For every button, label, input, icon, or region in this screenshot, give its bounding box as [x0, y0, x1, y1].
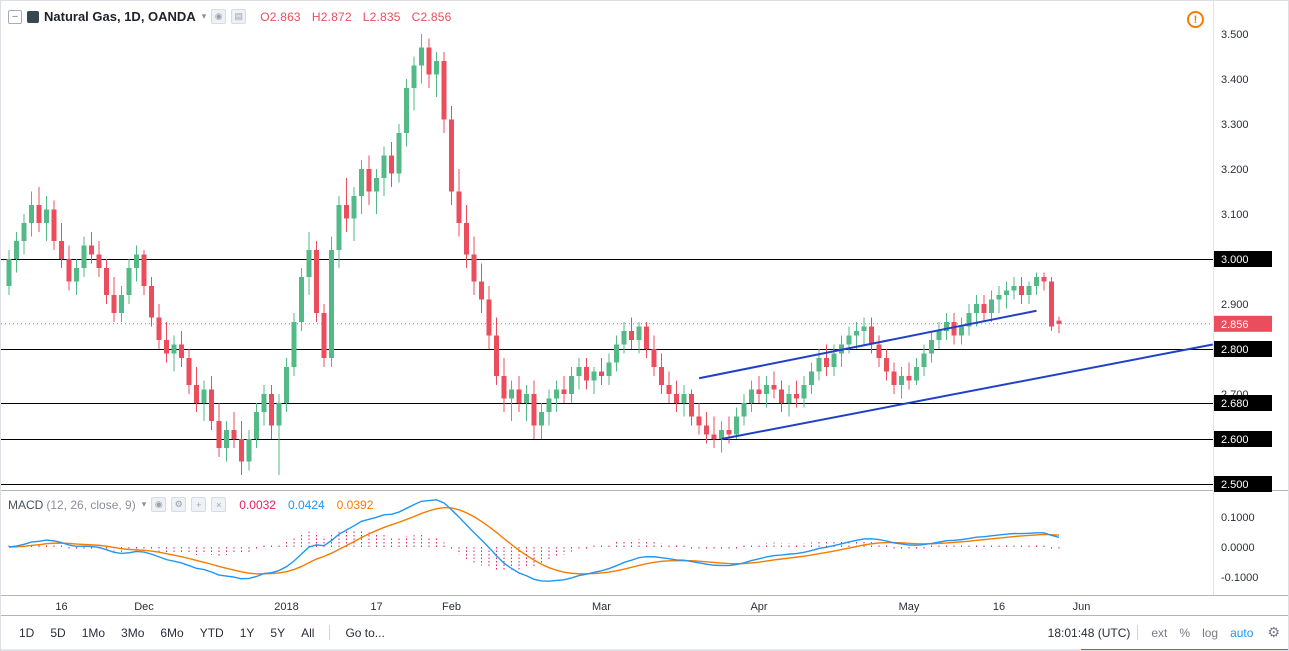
auto-scale-button[interactable]: auto — [1224, 621, 1259, 645]
time-tick-label: 17 — [370, 601, 382, 613]
bottom-toolbar: 1D 5D 1Mo 3Mo 6Mo YTD 1Y 5Y All Go to... 18:01:4… — [1, 616, 1288, 649]
time-tick-label: Jun — [1073, 601, 1091, 613]
close-icon[interactable]: × — [211, 497, 227, 512]
range-button-1y[interactable]: 1Y — [232, 621, 263, 645]
settings-icon[interactable]: ⚙ — [171, 497, 187, 512]
macd-line-value: 0.0424 — [287, 497, 325, 512]
price-tick-label: 3.100 — [1221, 209, 1249, 221]
price-level-badge-label: 2.600 — [1221, 434, 1249, 446]
eye-icon[interactable]: ◉ — [151, 497, 167, 512]
chevron-down-icon[interactable]: ▾ — [201, 11, 207, 21]
time-tick-label: Feb — [442, 601, 461, 613]
time-axis[interactable]: 16 Dec 2018 17 Feb Mar Apr May 16 Jun — [55, 601, 1090, 613]
price-tick-label: 3.400 — [1221, 74, 1249, 86]
price-axis[interactable]: 3.5003.4003.3003.2003.1002.9002.7003.000… — [1214, 29, 1272, 584]
menu-icon[interactable]: ▤ — [231, 9, 247, 24]
price-tick-label: 3.500 — [1221, 29, 1249, 41]
price-level-badge — [1214, 251, 1272, 267]
range-button-6mo[interactable]: 6Mo — [152, 621, 191, 645]
macd-values: 0.0032 0.0424 0.0392 — [239, 498, 373, 512]
trend-lines[interactable] — [698, 309, 1213, 440]
price-level-badge-label: 2.680 — [1221, 398, 1249, 410]
toolbar-right-group: 18:01:48 (UTC) ext % log auto ⚙ — [1048, 621, 1280, 645]
price-tick-label: 3.300 — [1221, 119, 1249, 131]
bottom-strip — [1, 649, 1288, 650]
range-button-1d[interactable]: 1D — [11, 621, 42, 645]
bottom-progress-bar — [1081, 649, 1288, 650]
macd-histogram-value: 0.0032 — [239, 497, 276, 512]
price-tick-label: 2.900 — [1221, 299, 1249, 311]
range-button-1mo[interactable]: 1Mo — [74, 621, 113, 645]
plus-icon[interactable]: + — [191, 497, 207, 512]
close-value: C2.856 — [411, 9, 452, 24]
time-tick-label: 16 — [993, 601, 1005, 613]
price-level-badge-label: 3.000 — [1221, 254, 1249, 266]
toolbar-separator — [329, 625, 331, 640]
gear-icon[interactable]: ⚙ — [1267, 624, 1280, 640]
range-buttons: 1D 5D 1Mo 3Mo 6Mo YTD 1Y 5Y All — [11, 621, 322, 645]
symbol-title[interactable]: Natural Gas, 1D, OANDA — [44, 9, 196, 24]
macd-tick-label: 0.1000 — [1221, 512, 1255, 524]
macd-tick-label: 0.0000 — [1221, 542, 1255, 554]
last-price-badge-label: 2.856 — [1221, 319, 1249, 331]
clock[interactable]: 18:01:48 (UTC) — [1047, 625, 1131, 640]
range-button-5y[interactable]: 5Y — [262, 621, 293, 645]
price-tick-label: 3.200 — [1221, 164, 1249, 176]
percent-scale-button[interactable]: % — [1173, 621, 1196, 645]
macd-signal-value: 0.0392 — [336, 497, 374, 512]
ohlc-values: O2.863 H2.872 L2.835 C2.856 — [260, 10, 451, 24]
eye-icon[interactable]: ◉ — [211, 9, 227, 24]
time-tick-label: 2018 — [274, 601, 298, 613]
chevron-down-icon[interactable]: ▾ — [141, 499, 147, 509]
alert-icon[interactable]: ! — [1187, 11, 1204, 28]
symbol-header: – Natural Gas, 1D, OANDA ▾ ◉ ▤ O2.863 H2… — [8, 9, 452, 24]
toolbar-separator — [1137, 625, 1139, 640]
trend-line[interactable] — [721, 343, 1213, 440]
time-tick-label: May — [899, 601, 920, 613]
extended-hours-button[interactable]: ext — [1145, 621, 1173, 645]
price-level-lines[interactable] — [1, 259, 1213, 485]
price-level-badge-label: 2.800 — [1221, 344, 1249, 356]
range-button-ytd[interactable]: YTD — [192, 621, 232, 645]
time-tick-label: 16 — [55, 601, 67, 613]
price-level-badge-label: 2.500 — [1221, 479, 1249, 491]
open-value: O2.863 — [260, 9, 301, 24]
price-level-badge — [1214, 395, 1272, 411]
log-scale-button[interactable]: log — [1196, 621, 1224, 645]
price-level-badge — [1214, 341, 1272, 357]
high-value: H2.872 — [311, 9, 352, 24]
time-tick-label: Mar — [592, 601, 611, 613]
price-level-badge — [1214, 476, 1272, 492]
price-level-badge — [1214, 431, 1272, 447]
macd-indicator — [8, 499, 1060, 582]
indicator-params[interactable]: (12, 26, close, 9) — [46, 497, 136, 512]
macd-header: MACD (12, 26, close, 9) ▾ ◉ ⚙ + × 0.0032… — [8, 497, 373, 512]
macd-signal-line — [8, 506, 1060, 575]
low-value: L2.835 — [362, 9, 401, 24]
macd-tick-label: -0.1000 — [1221, 572, 1258, 584]
macd-main-line — [8, 499, 1060, 582]
range-button-all[interactable]: All — [293, 621, 322, 645]
indicator-title[interactable]: MACD — [8, 497, 44, 512]
time-tick-label: Apr — [750, 601, 767, 613]
last-price-badge — [1214, 315, 1272, 332]
range-button-3mo[interactable]: 3Mo — [113, 621, 152, 645]
trend-line[interactable] — [698, 309, 1037, 380]
range-button-5d[interactable]: 5D — [42, 621, 73, 645]
collapse-pane-icon[interactable]: – — [8, 9, 22, 24]
instrument-logo-icon — [27, 10, 39, 23]
candles — [6, 34, 1062, 475]
goto-button[interactable]: Go to... — [337, 621, 392, 645]
time-tick-label: Dec — [134, 601, 154, 613]
chart-canvas[interactable]: 3.5003.4003.3003.2003.1002.9002.7003.000… — [1, 1, 1289, 616]
